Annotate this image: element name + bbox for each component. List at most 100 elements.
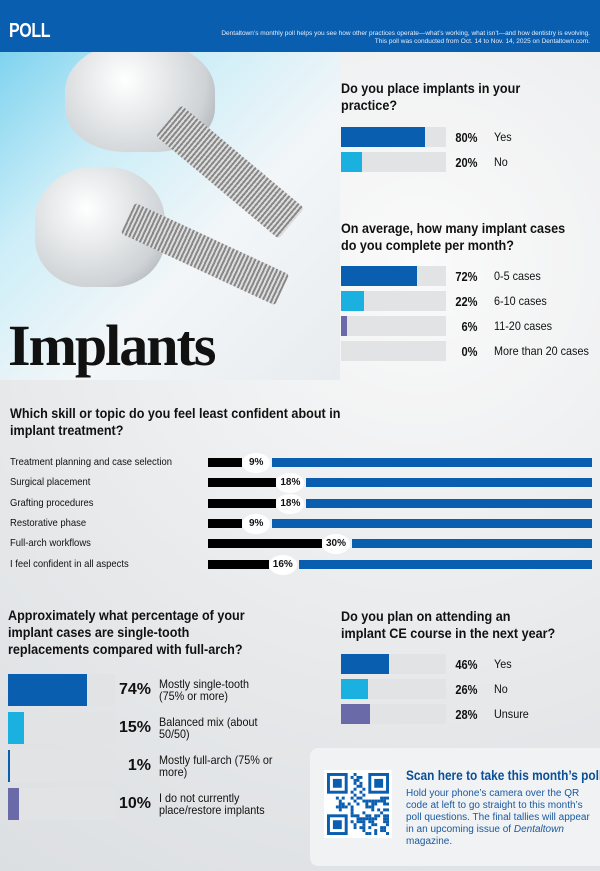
qr-callout: Scan here to take this month’s poll! Hol…: [310, 748, 600, 866]
option-label: 6-10 cases: [494, 294, 547, 308]
option-label: No: [494, 682, 508, 696]
option-label: More than 20 cases: [494, 344, 589, 358]
q4-question: Approximately what percentage of your im…: [8, 607, 245, 657]
bar-fill: [8, 712, 25, 744]
hero-image: [0, 42, 340, 380]
percent-label: 74%: [118, 681, 151, 698]
q2-option: 72% 0-5 cases: [341, 266, 546, 286]
bar-fill: [341, 316, 348, 336]
bar-fill: [208, 518, 243, 528]
bar-fill: [341, 127, 425, 147]
q3-option: I feel confident in all aspects 16%: [10, 554, 592, 575]
bar-remainder: [306, 478, 592, 488]
q4-option: 15% Balanced mix (about 50/50): [8, 712, 289, 744]
option-label: Yes: [494, 130, 512, 144]
bar-fill: [8, 674, 88, 706]
bar-fill: [208, 539, 322, 549]
option-label: Unsure: [494, 707, 529, 721]
bar-track: [341, 704, 446, 724]
bar-track: [8, 674, 115, 706]
q2-option: 0% More than 20 cases: [341, 341, 599, 361]
q3-option: Restorative phase 9%: [10, 513, 592, 534]
percent-label: 9%: [242, 453, 271, 473]
option-label: No: [494, 155, 508, 169]
option-label: Restorative phase: [10, 516, 87, 529]
percent-label: 26%: [455, 681, 478, 697]
option-label: Mostly single-tooth (75% or more): [159, 677, 250, 703]
qr-code-icon[interactable]: [324, 770, 392, 838]
bar-track: [341, 654, 446, 674]
percent-label: 1%: [127, 757, 151, 774]
bar-fill: [8, 750, 10, 782]
q5-option: 46% Yes: [341, 654, 514, 674]
bar-fill: [341, 654, 390, 674]
bar-track: [8, 788, 115, 820]
percent-label: 18%: [276, 493, 305, 514]
percent-label: 0%: [461, 343, 478, 359]
percent-label: 80%: [455, 129, 478, 145]
percent-label: 10%: [118, 795, 151, 812]
bar-track: [341, 266, 446, 286]
bar-track: [341, 679, 446, 699]
option-label: I do not currently place/restore implant…: [159, 791, 265, 817]
option-label: Surgical placement: [10, 476, 91, 489]
bar-remainder: [352, 539, 592, 549]
bar-fill: [8, 788, 19, 820]
bar-fill: [341, 679, 369, 699]
bar-track: [8, 712, 115, 744]
bar-remainder: [272, 518, 592, 528]
q5-option: 26% No: [341, 679, 509, 699]
percent-label: 72%: [455, 268, 478, 284]
section-label: POLL: [9, 20, 51, 42]
bar-track: [341, 316, 446, 336]
bar-track: [341, 127, 446, 147]
qr-body: Hold your phone’s camera over the QR cod…: [406, 788, 590, 847]
option-label: 0-5 cases: [494, 269, 541, 283]
percent-label: 30%: [322, 534, 350, 555]
bar-fill: [208, 498, 277, 508]
q1-option: 80% Yes: [341, 127, 514, 147]
option-label: Balanced mix (about 50/50): [159, 715, 258, 741]
intro-text: Dentaltown’s monthly poll helps you see …: [221, 30, 590, 45]
header-bar: POLL Dentaltown’s monthly poll helps you…: [0, 0, 600, 52]
percent-label: 6%: [461, 318, 478, 334]
bar-fill: [341, 704, 371, 724]
q2-option: 6% 11-20 cases: [341, 316, 558, 336]
percent-label: 16%: [268, 554, 297, 575]
q3-option: Full-arch workflows 30%: [10, 534, 592, 555]
percent-label: 18%: [276, 473, 305, 494]
q1-option: 20% No: [341, 152, 509, 172]
bar-track: [341, 291, 446, 311]
bar-track: [8, 750, 115, 782]
q3-option: Surgical placement 18%: [10, 473, 592, 494]
bar-fill: [341, 266, 417, 286]
q1-question: Do you place implants in your practice?: [341, 80, 521, 113]
option-label: Yes: [494, 657, 512, 671]
percent-label: 15%: [118, 719, 151, 736]
option-label: I feel confident in all aspects: [10, 557, 129, 570]
option-label: Mostly full-arch (75% or more): [159, 753, 273, 779]
percent-label: 46%: [455, 656, 478, 672]
q3-option: Grafting procedures 18%: [10, 493, 592, 514]
percent-label: 9%: [242, 513, 271, 534]
option-label: Full-arch workflows: [10, 537, 91, 550]
percent-label: 22%: [455, 293, 478, 309]
q3-option: Treatment planning and case selection 9%: [10, 453, 592, 473]
bar-fill: [341, 152, 362, 172]
percent-label: 28%: [455, 706, 478, 722]
option-label: Treatment planning and case selection: [10, 456, 172, 468]
bar-track: [341, 152, 446, 172]
bar-fill: [208, 478, 277, 488]
percent-label: 20%: [455, 154, 478, 170]
q4-option: 10% I do not currently place/restore impl…: [8, 788, 289, 820]
bar-remainder: [298, 559, 592, 569]
bar-remainder: [272, 458, 592, 467]
bar-remainder: [306, 498, 592, 508]
q2-question: On average, how many implant cases do yo…: [341, 220, 566, 253]
q4-option: 74% Mostly single-tooth (75% or more): [8, 674, 289, 706]
q5-option: 28% Unsure: [341, 704, 533, 724]
bar-fill: [341, 291, 365, 311]
q5-question: Do you plan on attending an implant CE c…: [341, 608, 556, 641]
qr-title: Scan here to take this month’s poll!: [406, 768, 600, 783]
bar-fill: [208, 458, 243, 467]
